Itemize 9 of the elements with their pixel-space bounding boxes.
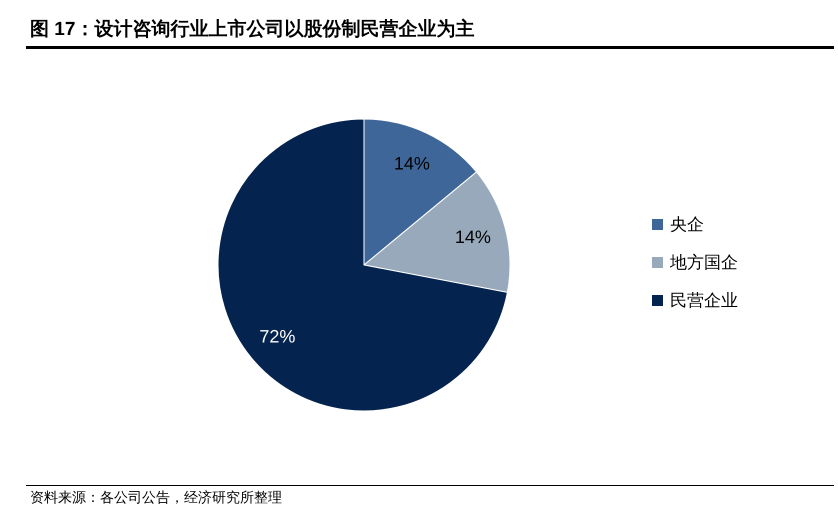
text: 资料来源：各公司公告，经济研究所整理 bbox=[30, 489, 282, 507]
data-label: 14% bbox=[454, 227, 491, 248]
data-label: 72% bbox=[259, 326, 296, 347]
legend-label: 地方国企 bbox=[670, 252, 738, 274]
legend-label: 央企 bbox=[670, 214, 704, 236]
chart-title: 图 17：设计咨询行业上市公司以股份制民营企业为主 bbox=[30, 18, 474, 42]
pie-slice bbox=[218, 118, 508, 412]
legend-label: 民营企业 bbox=[670, 290, 738, 312]
data-label: 14% bbox=[394, 153, 430, 174]
